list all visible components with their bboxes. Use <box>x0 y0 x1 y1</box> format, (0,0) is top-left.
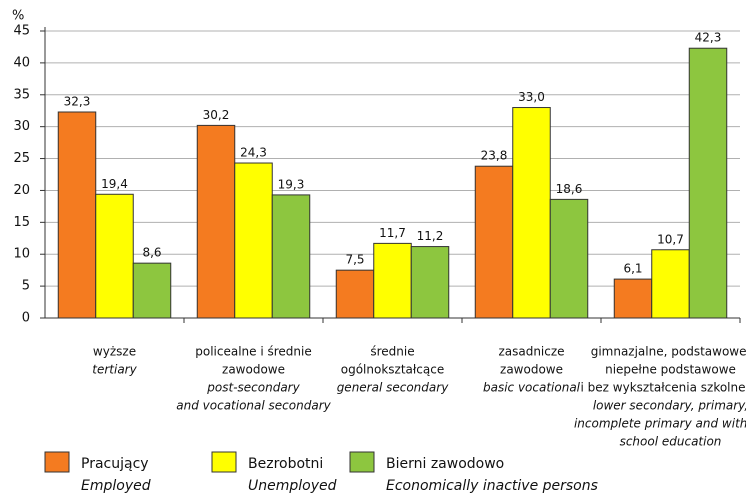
y-tick-label: 40 <box>13 55 30 70</box>
x-tick-label: i bez wykształcenia szkolnego <box>581 381 746 395</box>
x-tick-label: wyższe <box>93 345 136 359</box>
value-label: 11,2 <box>417 229 444 243</box>
value-label: 7,5 <box>345 253 364 267</box>
value-label: 11,7 <box>379 226 406 240</box>
bar <box>613 278 653 319</box>
bar <box>512 107 551 319</box>
x-tick-label-en: and vocational secondary <box>176 399 331 413</box>
x-tick-label-en: basic vocational <box>483 381 581 395</box>
bar <box>132 262 172 319</box>
legend-label: Bierni zawodowo <box>386 456 504 472</box>
value-label: 23,8 <box>481 149 508 163</box>
y-tick-label: 25 <box>13 151 30 166</box>
x-tick-label-en: tertiary <box>92 363 137 377</box>
bar <box>335 269 375 319</box>
legend-label-en: Unemployed <box>248 478 337 494</box>
legend-swatch <box>349 451 375 473</box>
y-tick-label: 20 <box>13 183 30 198</box>
x-tick-label: niepełne podstawowe <box>605 363 736 377</box>
legend-label-en: Employed <box>81 478 151 494</box>
x-tick-label-en: incomplete primary and without <box>574 417 746 431</box>
bar <box>373 242 412 319</box>
value-label: 10,7 <box>657 232 684 246</box>
value-label: 18,6 <box>556 182 583 196</box>
bar <box>651 249 690 319</box>
value-label: 8,6 <box>142 246 161 260</box>
bar <box>549 198 589 319</box>
value-label: 19,3 <box>278 177 305 191</box>
x-tick-label-en: school education <box>620 435 722 449</box>
x-tick-label: zawodowe <box>222 363 285 377</box>
y-tick-label: 5 <box>22 279 30 294</box>
x-tick-label-en: lower secondary, primary, <box>593 399 746 413</box>
bar <box>57 111 97 319</box>
y-tick-label: 35 <box>13 87 30 102</box>
legend-swatch <box>211 451 237 473</box>
x-tick-label: gimnazjalne, podstawowe, <box>591 345 746 359</box>
value-label: 32,3 <box>64 94 91 108</box>
x-tick-label: ogólnokształcące <box>341 363 444 377</box>
bar <box>688 47 728 319</box>
y-tick-label: 30 <box>13 119 30 134</box>
bar <box>410 246 450 319</box>
value-label: 19,4 <box>101 177 128 191</box>
legend-label: Bezrobotni <box>248 456 323 472</box>
bar <box>234 162 273 319</box>
bar <box>271 194 311 319</box>
value-label: 30,2 <box>203 108 230 122</box>
x-tick-label: policealne i średnie <box>195 345 312 359</box>
legend-label: Pracujący <box>81 456 149 472</box>
y-tick-label: 10 <box>13 247 30 262</box>
y-tick-label: 0 <box>22 311 30 326</box>
value-label: 42,3 <box>695 31 722 45</box>
x-tick-label: zasadnicze <box>498 345 564 359</box>
bar <box>95 193 134 319</box>
x-tick-label: średnie <box>370 345 414 359</box>
value-label: 24,3 <box>240 146 267 160</box>
x-tick-label-en: post-secondary <box>206 381 300 395</box>
y-unit: % <box>12 9 24 24</box>
bar <box>196 124 236 319</box>
y-tick-label: 15 <box>13 215 30 230</box>
value-label: 33,0 <box>518 90 545 104</box>
value-label: 6,1 <box>623 262 642 276</box>
legend-label-en: Economically inactive persons <box>386 478 598 494</box>
x-tick-label: zawodowe <box>500 363 563 377</box>
legend-swatch <box>44 451 70 473</box>
y-tick-label: 45 <box>13 24 30 39</box>
bar <box>474 165 514 319</box>
x-tick-label-en: general secondary <box>337 381 450 395</box>
